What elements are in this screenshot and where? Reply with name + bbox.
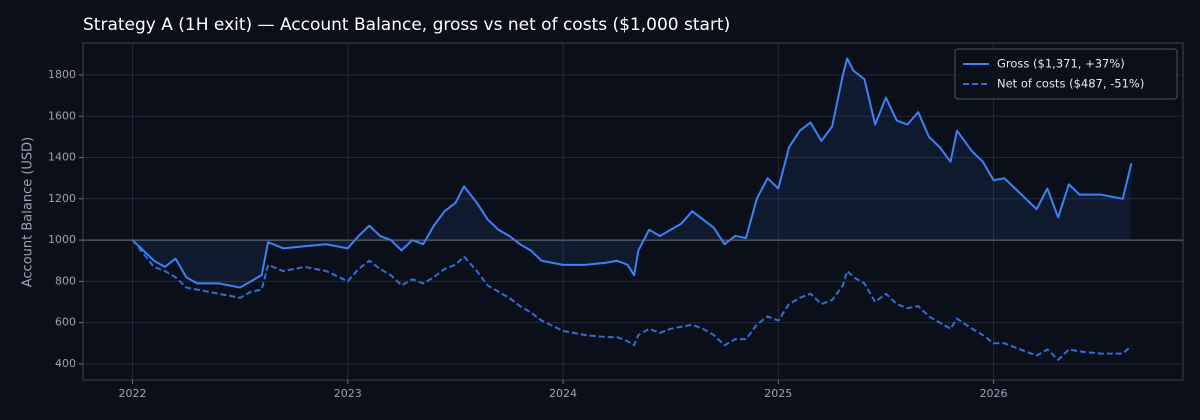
series-line (131, 57, 1133, 289)
chart-title: Strategy A (1H exit) — Account Balance, … (83, 15, 730, 35)
x-tick-label: 2024 (549, 387, 577, 400)
y-tick-label: 1800 (48, 68, 76, 81)
y-tick-label: 800 (55, 274, 76, 287)
plot-frame (82, 42, 1184, 381)
y-tick-label: 1000 (48, 233, 76, 246)
y-axis-label: Account Balance (USD) (21, 137, 36, 288)
area-fill (132, 58, 1132, 288)
x-tick-label: 2022 (119, 387, 147, 400)
x-tick-label: 2026 (980, 387, 1008, 400)
legend-label: Net of costs ($487, -51%) (997, 77, 1144, 91)
x-tick-label: 2025 (764, 387, 792, 400)
series-line (131, 239, 1133, 361)
legend-box (954, 48, 1178, 100)
x-tick-label: 2023 (334, 387, 362, 400)
y-tick-label: 1400 (48, 151, 76, 164)
y-tick-label: 600 (55, 316, 76, 329)
legend-label: Gross ($1,371, +37%) (997, 57, 1125, 71)
y-tick-label: 1600 (48, 109, 76, 122)
y-tick-label: 1200 (48, 192, 76, 205)
y-tick-label: 400 (55, 357, 76, 370)
